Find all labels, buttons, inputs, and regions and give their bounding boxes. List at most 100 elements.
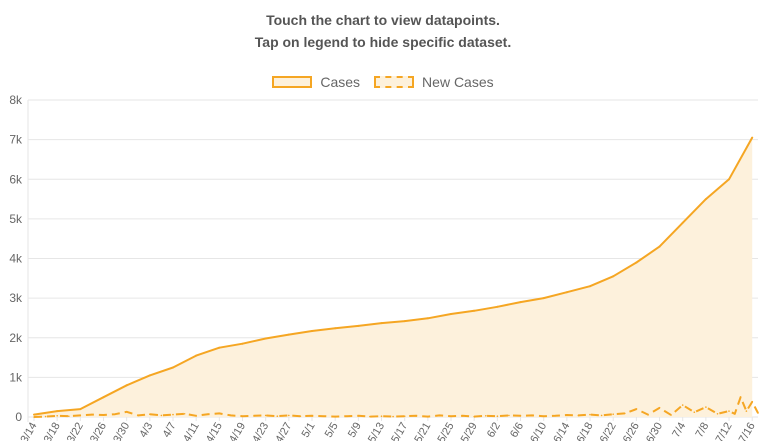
data-point-new-cases bbox=[68, 415, 70, 418]
x-tick-label: 6/30 bbox=[644, 421, 665, 441]
series-line-new-cases bbox=[33, 396, 759, 418]
data-point-new-cases bbox=[716, 413, 719, 415]
data-point-new-cases bbox=[195, 415, 197, 417]
data-point-cases bbox=[33, 413, 35, 416]
x-tick-label: 6/14 bbox=[551, 421, 572, 441]
data-point-new-cases bbox=[554, 415, 557, 417]
data-point-cases bbox=[287, 333, 290, 336]
x-tick-label: 4/19 bbox=[227, 421, 248, 441]
data-point-new-cases bbox=[612, 413, 614, 416]
data-point-new-cases bbox=[218, 412, 221, 415]
y-tick-label: 7k bbox=[9, 133, 23, 147]
x-tick-label: 3/26 bbox=[88, 421, 109, 441]
x-tick-label: 3/22 bbox=[65, 421, 86, 441]
data-point-new-cases bbox=[44, 415, 47, 418]
data-point-new-cases bbox=[380, 415, 383, 418]
y-tick-label: 4k bbox=[9, 252, 23, 266]
data-point-cases bbox=[195, 354, 198, 357]
data-point-new-cases bbox=[600, 414, 603, 417]
x-tick-label: 4/3 bbox=[137, 421, 155, 440]
data-point-new-cases bbox=[253, 415, 255, 417]
legend-label-new-cases: New Cases bbox=[422, 74, 494, 90]
data-point-new-cases bbox=[230, 414, 232, 417]
x-tick-label: 5/25 bbox=[436, 421, 457, 441]
data-point-cases bbox=[241, 342, 244, 345]
legend-swatch-cases bbox=[272, 76, 313, 88]
y-tick-label: 6k bbox=[9, 172, 23, 186]
x-tick-label: 6/6 bbox=[508, 421, 526, 440]
data-point-new-cases bbox=[519, 415, 522, 417]
data-point-new-cases bbox=[566, 414, 568, 416]
data-point-new-cases bbox=[734, 413, 736, 415]
data-point-new-cases bbox=[461, 415, 464, 417]
data-point-new-cases bbox=[751, 401, 753, 403]
data-point-new-cases bbox=[635, 408, 638, 410]
series-area-cases bbox=[34, 137, 753, 417]
data-point-new-cases bbox=[589, 413, 591, 416]
legend: Cases New Cases bbox=[0, 74, 766, 90]
x-tick-label: 4/23 bbox=[250, 421, 271, 441]
data-point-new-cases bbox=[79, 414, 82, 417]
y-tick-label: 0 bbox=[15, 410, 22, 424]
legend-label-cases: Cases bbox=[320, 74, 361, 90]
x-tick-label: 6/2 bbox=[485, 421, 503, 440]
data-point-new-cases bbox=[91, 413, 93, 416]
x-tick-label: 4/11 bbox=[181, 421, 202, 441]
data-point-cases bbox=[704, 198, 707, 201]
data-point-new-cases bbox=[334, 415, 337, 418]
y-tick-label: 5k bbox=[9, 212, 23, 226]
x-tick-label: 5/29 bbox=[459, 421, 480, 441]
x-tick-label: 6/22 bbox=[598, 421, 619, 441]
data-point-cases bbox=[565, 291, 568, 294]
data-point-cases bbox=[450, 313, 452, 315]
data-point-new-cases bbox=[392, 415, 394, 418]
y-tick-label: 3k bbox=[9, 291, 23, 305]
x-tick-label: 5/1 bbox=[300, 421, 318, 440]
data-point-new-cases bbox=[647, 413, 649, 416]
data-point-cases bbox=[403, 320, 406, 323]
data-point-new-cases bbox=[658, 407, 661, 409]
x-tick-label: 3/18 bbox=[42, 421, 63, 441]
data-point-new-cases bbox=[102, 414, 105, 416]
data-point-new-cases bbox=[183, 413, 186, 415]
data-point-new-cases bbox=[357, 415, 360, 417]
data-point-cases bbox=[496, 305, 499, 308]
data-point-new-cases bbox=[149, 413, 151, 416]
data-point-cases bbox=[519, 301, 522, 304]
data-point-new-cases bbox=[114, 413, 116, 416]
data-point-cases bbox=[681, 221, 684, 224]
data-point-new-cases bbox=[311, 415, 313, 417]
data-point-new-cases bbox=[172, 413, 174, 416]
x-tick-label: 6/26 bbox=[621, 421, 642, 441]
y-tick-label: 2k bbox=[9, 331, 23, 345]
x-tick-label: 4/27 bbox=[273, 421, 294, 441]
y-tick-label: 8k bbox=[9, 93, 23, 107]
data-point-cases bbox=[612, 275, 615, 278]
x-tick-label: 6/10 bbox=[528, 421, 549, 441]
data-point-new-cases bbox=[681, 404, 684, 406]
hint-tap-legend: Tap on legend to hide specific dataset. bbox=[254, 34, 512, 50]
data-point-new-cases bbox=[757, 412, 759, 414]
x-tick-label: 5/5 bbox=[323, 421, 341, 440]
data-point-cases bbox=[589, 285, 591, 288]
data-point-cases bbox=[79, 408, 82, 411]
legend-item-cases[interactable]: Cases bbox=[272, 74, 360, 90]
data-point-cases bbox=[218, 346, 221, 349]
data-point-cases bbox=[542, 297, 545, 300]
data-point-new-cases bbox=[369, 415, 371, 418]
data-point-new-cases bbox=[473, 415, 476, 418]
data-point-cases bbox=[635, 261, 638, 264]
data-point-cases bbox=[56, 410, 59, 413]
y-tick-label: 1k bbox=[9, 370, 23, 384]
data-point-cases bbox=[751, 136, 754, 139]
data-point-new-cases bbox=[728, 410, 730, 412]
series-line-cases bbox=[33, 137, 754, 416]
data-point-new-cases bbox=[577, 414, 580, 417]
data-point-cases bbox=[426, 317, 429, 320]
data-point-new-cases bbox=[160, 414, 163, 417]
data-point-cases bbox=[311, 330, 313, 332]
legend-swatch-new-cases bbox=[374, 76, 415, 88]
data-point-new-cases bbox=[508, 414, 510, 417]
legend-item-new-cases[interactable]: New Cases bbox=[374, 74, 494, 90]
